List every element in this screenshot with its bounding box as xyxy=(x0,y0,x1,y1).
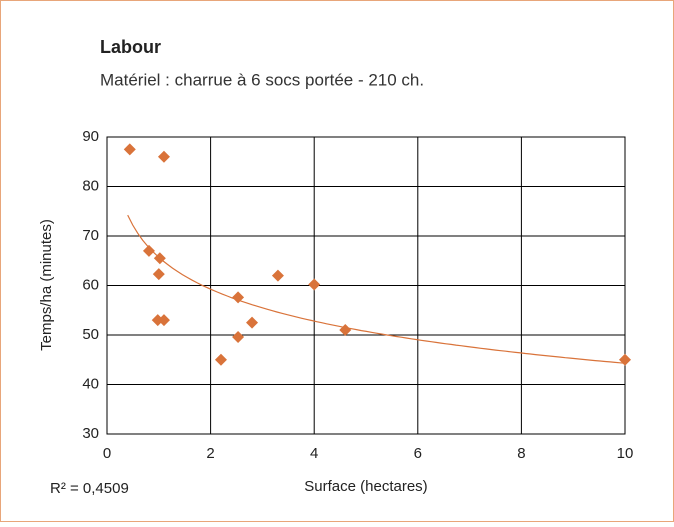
data-point xyxy=(339,324,352,337)
y-tick-label: 70 xyxy=(82,227,99,244)
trendline xyxy=(127,214,626,364)
r-squared: R² = 0,4509 xyxy=(50,480,129,497)
y-tick-label: 90 xyxy=(82,128,99,145)
x-tick-label: 8 xyxy=(517,445,525,462)
chart-title: Labour xyxy=(100,37,161,57)
data-point xyxy=(152,268,165,281)
x-tick-label: 6 xyxy=(414,445,422,462)
data-point xyxy=(619,353,631,366)
data-point xyxy=(308,278,321,291)
data-point xyxy=(157,314,170,327)
x-tick-label: 0 xyxy=(103,445,111,462)
data-point xyxy=(151,314,164,327)
x-tick-label: 2 xyxy=(206,445,214,462)
data-point xyxy=(157,150,170,163)
data-point xyxy=(232,330,245,343)
data-point xyxy=(142,244,155,257)
data-point xyxy=(271,269,284,282)
data-point xyxy=(153,252,166,265)
y-tick-label: 50 xyxy=(82,326,99,343)
y-tick-label: 40 xyxy=(82,375,99,392)
x-axis-label: Surface (hectares) xyxy=(304,478,427,495)
data-point xyxy=(246,316,259,329)
chart-subtitle: Matériel : charrue à 6 socs portée - 210… xyxy=(100,70,424,89)
x-tick-label: 10 xyxy=(617,445,634,462)
data-point xyxy=(232,291,245,304)
data-point xyxy=(123,143,136,156)
y-tick-label: 30 xyxy=(82,425,99,442)
y-tick-label: 80 xyxy=(82,177,99,194)
y-tick-label: 60 xyxy=(82,276,99,293)
data-point xyxy=(214,353,227,366)
x-tick-label: 4 xyxy=(310,445,318,462)
y-axis-label: Temps/ha (minutes) xyxy=(38,219,55,351)
plot-area xyxy=(106,136,626,435)
